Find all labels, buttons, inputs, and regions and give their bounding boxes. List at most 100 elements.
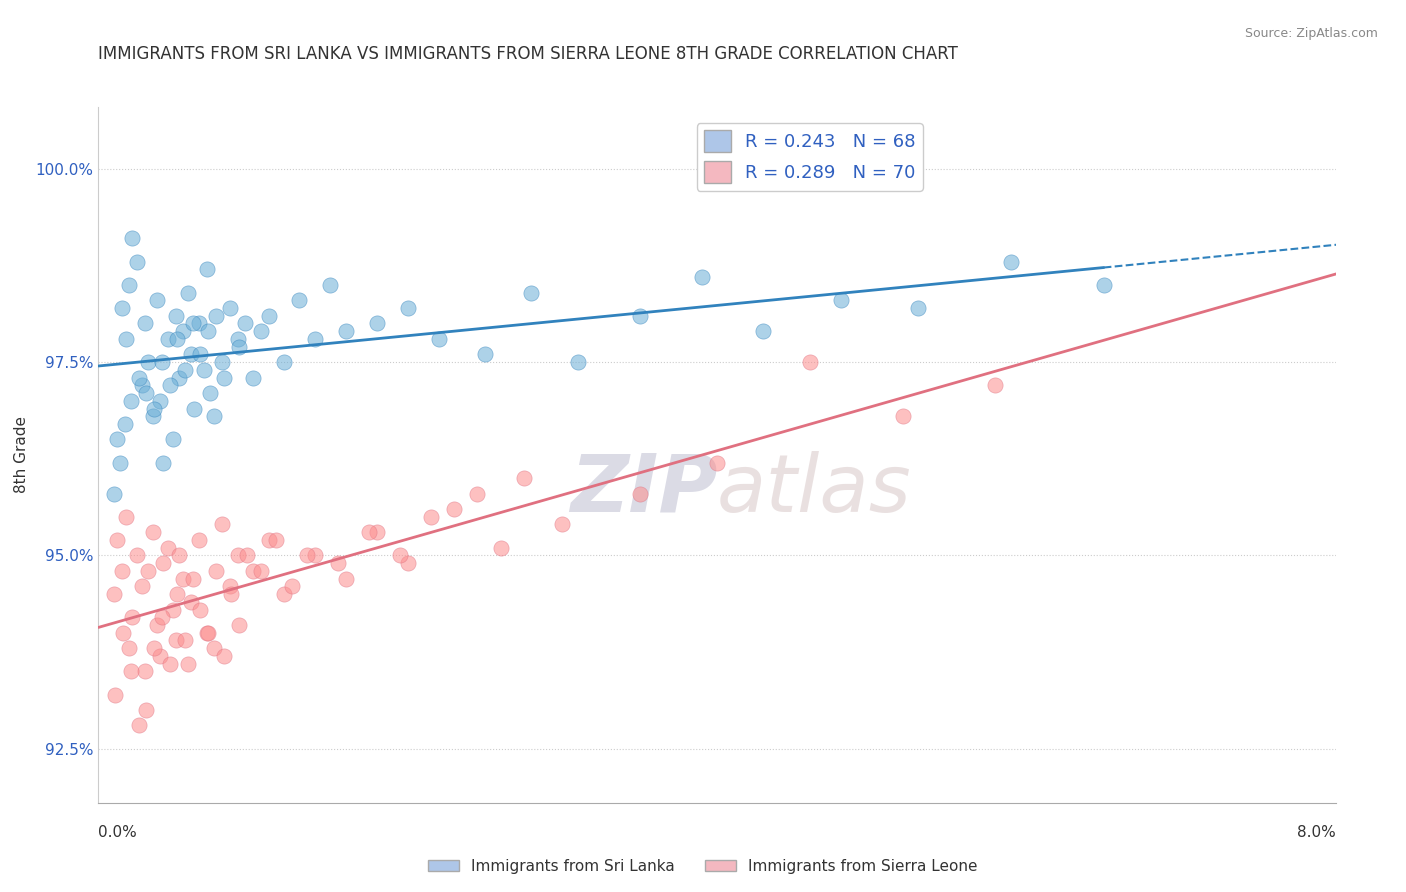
Text: 0.0%: 0.0% bbox=[98, 825, 138, 840]
Point bbox=[146, 293, 169, 308]
Point bbox=[152, 456, 174, 470]
Point bbox=[143, 641, 166, 656]
Point bbox=[150, 355, 173, 369]
Point bbox=[567, 355, 589, 369]
Point bbox=[105, 533, 128, 547]
Point bbox=[250, 324, 273, 338]
Point bbox=[281, 579, 304, 593]
Point bbox=[135, 386, 157, 401]
Point bbox=[219, 579, 242, 593]
Point bbox=[319, 277, 342, 292]
Text: atlas: atlas bbox=[717, 450, 912, 529]
Point bbox=[115, 509, 138, 524]
Point bbox=[177, 285, 200, 300]
Point bbox=[297, 549, 319, 563]
Point bbox=[172, 572, 194, 586]
Point bbox=[242, 564, 264, 578]
Point bbox=[195, 625, 218, 640]
Point bbox=[165, 633, 187, 648]
Point bbox=[128, 370, 150, 384]
Y-axis label: 8th Grade: 8th Grade bbox=[14, 417, 28, 493]
Point bbox=[128, 718, 150, 732]
Point bbox=[127, 254, 149, 268]
Point bbox=[111, 564, 132, 578]
Point bbox=[174, 363, 197, 377]
Point bbox=[121, 231, 143, 245]
Point bbox=[165, 309, 187, 323]
Point bbox=[115, 332, 138, 346]
Point bbox=[149, 393, 172, 408]
Point bbox=[167, 370, 190, 384]
Point bbox=[205, 309, 228, 323]
Point bbox=[212, 648, 235, 663]
Point bbox=[190, 602, 212, 616]
Point bbox=[157, 332, 180, 346]
Point bbox=[188, 317, 211, 331]
Point bbox=[984, 378, 1007, 392]
Point bbox=[146, 618, 169, 632]
Point bbox=[221, 587, 243, 601]
Text: Source: ZipAtlas.com: Source: ZipAtlas.com bbox=[1244, 27, 1378, 40]
Point bbox=[118, 641, 141, 656]
Point bbox=[205, 564, 228, 578]
Point bbox=[799, 355, 821, 369]
Point bbox=[152, 556, 174, 570]
Point bbox=[366, 525, 388, 540]
Point bbox=[427, 332, 450, 346]
Point bbox=[212, 370, 235, 384]
Point bbox=[131, 579, 153, 593]
Point bbox=[396, 301, 419, 315]
Point bbox=[174, 633, 197, 648]
Point bbox=[357, 525, 380, 540]
Point bbox=[304, 332, 326, 346]
Point bbox=[180, 347, 202, 361]
Point bbox=[335, 324, 357, 338]
Point bbox=[257, 533, 280, 547]
Point bbox=[467, 486, 489, 500]
Point bbox=[830, 293, 852, 308]
Point bbox=[242, 370, 264, 384]
Point bbox=[1000, 254, 1022, 268]
Point bbox=[204, 641, 226, 656]
Point bbox=[273, 587, 295, 601]
Point bbox=[388, 549, 412, 563]
Point bbox=[105, 433, 128, 447]
Point bbox=[257, 309, 280, 323]
Point bbox=[118, 277, 141, 292]
Point bbox=[150, 610, 173, 624]
Point bbox=[752, 324, 775, 338]
Point bbox=[195, 262, 218, 277]
Point bbox=[166, 587, 188, 601]
Text: IMMIGRANTS FROM SRI LANKA VS IMMIGRANTS FROM SIERRA LEONE 8TH GRADE CORRELATION : IMMIGRANTS FROM SRI LANKA VS IMMIGRANTS … bbox=[98, 45, 959, 62]
Point bbox=[204, 409, 226, 424]
Point bbox=[120, 665, 142, 679]
Point bbox=[211, 355, 233, 369]
Point bbox=[628, 309, 651, 323]
Point bbox=[149, 648, 172, 663]
Point bbox=[143, 401, 166, 416]
Point bbox=[193, 363, 215, 377]
Point bbox=[264, 533, 288, 547]
Point bbox=[443, 502, 465, 516]
Point bbox=[134, 317, 156, 331]
Point bbox=[188, 533, 211, 547]
Point bbox=[236, 549, 259, 563]
Point bbox=[335, 572, 357, 586]
Point bbox=[104, 688, 127, 702]
Point bbox=[396, 556, 419, 570]
Point bbox=[233, 317, 257, 331]
Point bbox=[250, 564, 273, 578]
Point bbox=[190, 347, 212, 361]
Point bbox=[420, 509, 443, 524]
Point bbox=[181, 572, 204, 586]
Point bbox=[121, 610, 143, 624]
Point bbox=[366, 317, 388, 331]
Point bbox=[228, 618, 250, 632]
Point bbox=[114, 417, 136, 431]
Point bbox=[159, 378, 181, 392]
Point bbox=[180, 595, 202, 609]
Point bbox=[226, 332, 249, 346]
Point bbox=[131, 378, 153, 392]
Point bbox=[166, 332, 188, 346]
Point bbox=[474, 347, 496, 361]
